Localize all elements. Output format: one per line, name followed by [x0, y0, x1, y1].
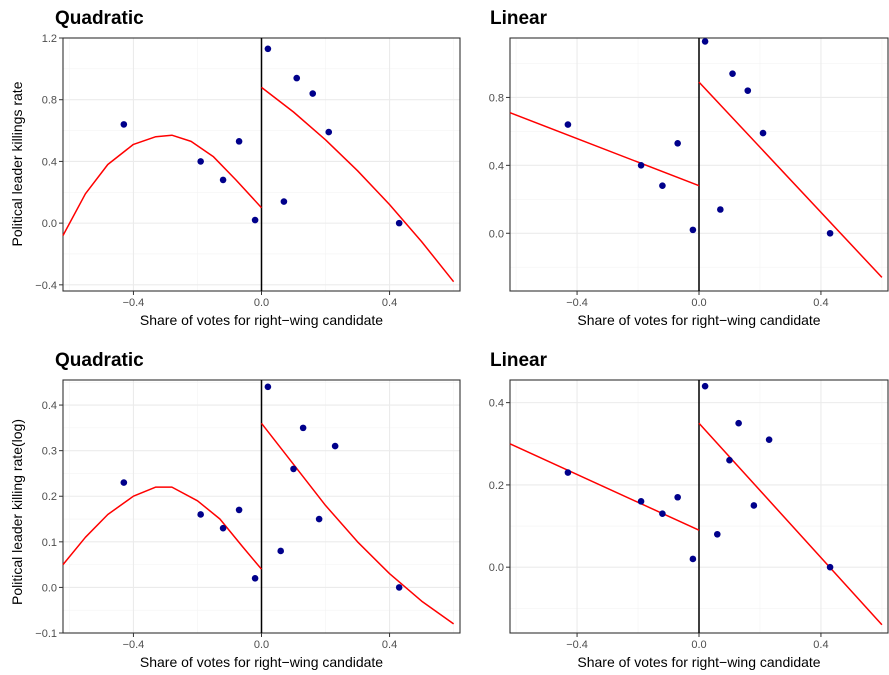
data-point	[674, 493, 681, 501]
y-tick-label: 0.8	[489, 92, 504, 104]
data-point	[264, 45, 272, 53]
x-tick-label: 0.0	[254, 639, 269, 651]
data-point	[750, 502, 758, 509]
data-point	[735, 419, 742, 427]
data-point	[309, 90, 317, 97]
y-tick-label: 0.8	[42, 95, 57, 107]
y-tick-label: 1.2	[42, 33, 57, 45]
fit-line-right	[698, 422, 883, 626]
fit-line-left	[509, 112, 700, 187]
fit-line-right	[260, 422, 455, 625]
data-point	[290, 465, 297, 473]
data-point	[325, 128, 333, 136]
data-point	[235, 138, 243, 145]
chart-panel-2: Linear −0.4 0.0 0.4 0.0 0.4 0.8 Share of votes …	[489, 8, 889, 328]
x-tick-label: −0.4	[566, 297, 588, 309]
data-point	[726, 456, 733, 464]
data-point	[251, 216, 259, 224]
x-tick-label: −0.4	[123, 639, 145, 651]
fit-line-left	[62, 486, 263, 570]
y-tick-label: 0.0	[42, 218, 57, 230]
data-point	[280, 198, 288, 205]
x-tick-label: −0.4	[566, 639, 588, 651]
data-point	[701, 38, 709, 45]
x-tick-label: 0.4	[813, 639, 828, 651]
data-point	[713, 530, 721, 538]
y-tick-label: 0.0	[42, 582, 57, 594]
data-point	[251, 574, 259, 582]
data-point	[219, 524, 227, 532]
x-tick-label: 0.0	[254, 297, 269, 309]
data-point	[299, 424, 307, 432]
data-point	[674, 139, 681, 147]
data-point	[717, 206, 724, 213]
y-axis-label-top: Political leader killings rate	[9, 81, 25, 246]
chart-title: Linear	[490, 350, 548, 371]
x-axis-label: Share of votes for right−wing candidate	[140, 654, 383, 670]
y-tick-label: 0.2	[42, 491, 57, 503]
data-point	[564, 121, 572, 128]
data-point	[744, 87, 752, 94]
data-point	[395, 584, 403, 591]
y-tick-label: −0.4	[35, 280, 57, 292]
x-tick-label: −0.4	[123, 297, 145, 309]
data-point	[729, 70, 736, 77]
y-tick-label: 0.3	[42, 446, 57, 458]
data-point	[701, 382, 709, 390]
chart-title: Linear	[490, 8, 548, 29]
data-point	[264, 383, 272, 391]
data-point	[197, 158, 204, 165]
y-tick-label: 0.4	[42, 156, 57, 168]
fit-line-right	[698, 81, 883, 278]
data-point	[759, 129, 767, 137]
data-point	[197, 511, 204, 518]
y-tick-label: −0.1	[35, 628, 57, 640]
data-point	[765, 436, 773, 443]
y-tick-label: 0.2	[489, 480, 504, 492]
data-point	[826, 563, 834, 571]
chart-panel-3: Quadratic −0.4 0.0 0.4 −0.1 0.0 0.1 0.2 0.3 0.4 Sh…	[35, 350, 461, 670]
fit-line-left	[62, 134, 263, 236]
data-point	[219, 176, 227, 184]
data-point	[120, 479, 128, 486]
data-point	[637, 498, 645, 505]
data-point	[659, 510, 666, 517]
y-axis-label-bottom: Political leader killing rate(log)	[9, 419, 25, 605]
data-point	[235, 506, 243, 514]
data-point	[331, 442, 339, 450]
data-point	[315, 515, 323, 523]
fit-line-right	[261, 86, 455, 283]
chart-panel-4: Linear −0.4 0.0 0.4 0.0 0.2 0.4 Share of votes …	[489, 350, 889, 670]
chart-panel-1: Quadratic −0.4 0.0 0.4 −0.4 0.0 0.4 0.8 1.2 Share…	[35, 8, 461, 328]
data-point	[659, 182, 666, 190]
fit-line-left	[509, 443, 700, 531]
chart-title: Quadratic	[55, 8, 144, 29]
data-point	[564, 469, 572, 476]
x-axis-label: Share of votes for right−wing candidate	[577, 654, 820, 670]
x-axis-label: Share of votes for right−wing candidate	[140, 312, 383, 328]
x-tick-label: 0.0	[691, 639, 706, 651]
data-point	[293, 74, 301, 82]
y-tick-label: 0.0	[489, 228, 504, 240]
y-tick-label: 0.0	[489, 562, 504, 574]
data-point	[120, 121, 128, 128]
x-tick-label: 0.4	[382, 297, 397, 309]
data-point	[277, 547, 285, 555]
x-tick-label: 0.4	[813, 297, 828, 309]
x-tick-label: 0.0	[691, 297, 706, 309]
data-point	[689, 226, 697, 234]
data-point	[637, 162, 645, 169]
data-point	[826, 229, 834, 237]
x-tick-label: 0.4	[382, 639, 397, 651]
y-tick-label: 0.4	[42, 400, 57, 412]
chart-title: Quadratic	[55, 350, 144, 371]
y-tick-label: 0.1	[42, 537, 57, 549]
y-tick-label: 0.4	[489, 398, 504, 410]
data-point	[395, 219, 403, 227]
x-axis-label: Share of votes for right−wing candidate	[577, 312, 820, 328]
data-point	[689, 555, 697, 563]
y-tick-label: 0.4	[489, 160, 504, 172]
